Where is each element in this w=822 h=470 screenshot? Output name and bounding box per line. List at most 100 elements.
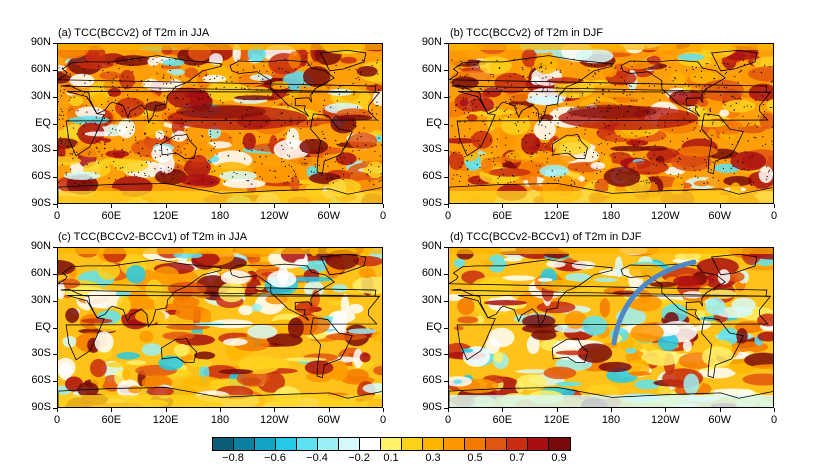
coastline-2 [229,59,335,117]
lat-tick-mark [53,273,57,275]
lat-tick-mark [444,247,448,248]
correlation-map-a [58,44,382,203]
lon-tick-mark [665,204,667,208]
colorbar-swatch [444,438,465,450]
lon-tick-label: 60W [708,414,731,426]
lat-tick-mark [53,96,57,98]
lon-tick-label: 0 [53,414,61,426]
colorbar-label: 0.5 [467,452,483,464]
coastline-5 [319,253,367,276]
lat-tick-label: 60N [30,62,51,75]
annotation-arc [611,259,697,346]
panel-title-c: (c) TCC(BCCv2-BCCv1) of T2m in JJA [58,231,248,243]
lon-tick-label: 0 [770,210,778,222]
map-field-c [57,247,383,408]
coastline-1 [58,259,380,328]
coastline-0 [65,91,381,157]
lon-tick-label: 120E [543,414,570,426]
lon-tick-label: 0 [444,210,452,222]
coastline-4 [160,133,197,159]
lon-tick-mark [274,204,276,208]
lon-tick-label: 60W [708,210,731,222]
lat-tick-mark [53,43,57,44]
coastline-4 [551,337,588,363]
lat-tick-label: 30S [422,347,442,360]
lat-tick-label: 60N [30,266,51,279]
lat-tick-mark [444,204,448,205]
colorbar-label: −0.2 [348,452,370,464]
lon-tick-label: 60E [101,414,122,426]
colorbar-swatch [549,438,570,450]
coastline-1 [449,55,771,124]
lon-tick-mark [556,408,558,412]
lat-tick-label: 60N [421,266,442,279]
colorbar-swatch [318,438,339,450]
lat-tick-label: 30N [30,293,51,306]
lat-tick-label: 60S [31,374,51,387]
correlation-map-b [449,44,773,203]
coastline-3 [701,317,744,379]
lon-tick-mark [665,408,667,412]
lat-tick-label: 30S [422,143,442,156]
lon-tick-mark [502,408,504,412]
lon-tick-label: 120W [259,210,289,222]
lon-tick-label: 120E [152,210,179,222]
lon-tick-mark [57,408,58,412]
lon-tick-mark [719,204,721,208]
lat-tick-mark [444,150,448,152]
lat-tick-label: 90S [422,401,442,413]
lon-tick-label: 180 [210,210,230,222]
lat-tick-mark [444,381,448,383]
coastline-1 [449,259,771,328]
lat-tick-label: EQ [35,320,51,333]
lon-tick-mark [220,204,221,208]
correlation-map-d [449,248,773,407]
lon-tick-label: 180 [210,414,230,426]
lon-tick-mark [383,408,384,412]
lat-tick-mark [444,327,448,329]
lon-tick-mark [220,408,221,412]
lon-tick-label: 0 [379,414,387,426]
coastline-5 [710,253,758,276]
colorbar-swatch [213,438,234,450]
colorbar-swatch [255,438,276,450]
colorbar-swatch [276,438,297,450]
coastline-6 [449,183,773,203]
lon-tick-label: 120W [259,414,289,426]
lon-tick-mark [774,408,775,412]
lon-tick-mark [448,408,449,412]
lon-tick-mark [502,204,504,208]
lat-tick-mark [444,354,448,356]
coastline-3 [310,113,353,175]
lat-tick-label: 90S [422,197,442,209]
map-field-d [448,247,774,408]
coastline-4 [551,133,588,159]
lon-tick-mark [328,408,330,412]
lon-tick-label: 120W [650,414,680,426]
colorbar-label: −0.8 [222,452,244,464]
lon-tick-label: 60E [101,210,122,222]
lat-tick-mark [53,150,57,152]
lat-tick-mark [53,204,57,205]
lon-tick-label: 60E [492,414,513,426]
coastline-6 [58,183,382,203]
lon-tick-mark [274,408,276,412]
coastline-3 [310,317,353,379]
lat-tick-mark [444,408,448,409]
colorbar-swatch [381,438,402,450]
lon-tick-mark [328,204,330,208]
lon-tick-mark [774,204,775,208]
lon-tick-mark [611,204,612,208]
lat-tick-mark [53,327,57,329]
lon-tick-mark [448,204,449,208]
lat-tick-mark [444,43,448,44]
colorbar-swatch [423,438,444,450]
lon-tick-label: 0 [53,210,61,222]
lat-tick-label: 90N [421,36,442,48]
colorbar-label: 0.1 [383,452,399,464]
lat-tick-label: 60N [421,62,442,75]
coastline-0 [456,91,772,157]
lat-tick-mark [53,300,57,302]
lat-tick-label: 60S [422,374,442,387]
lon-tick-label: 180 [601,414,621,426]
